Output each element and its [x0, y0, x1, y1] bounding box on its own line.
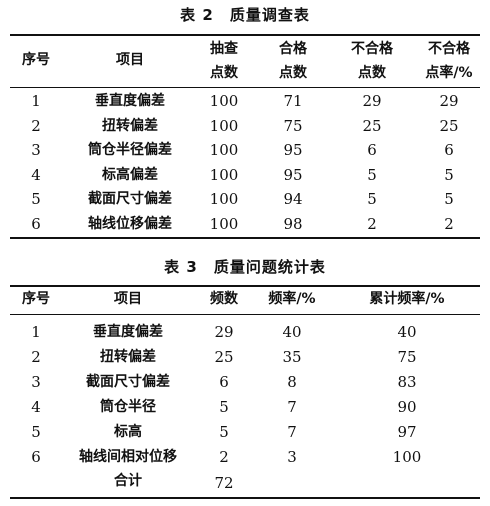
table2-header-cell: 不合格	[428, 41, 470, 57]
table2-value-cell: 5	[367, 165, 377, 184]
table2-value-cell: 25	[362, 116, 382, 135]
table3-value-cell: 5	[31, 423, 41, 441]
table2-value-cell: 2	[444, 214, 454, 233]
table3-value-cell: 25	[214, 348, 234, 366]
table3-value-cell: 5	[219, 398, 229, 416]
table3-value-cell: 83	[397, 373, 417, 391]
table2-value-cell: 100	[209, 190, 239, 208]
table3-value-cell: 3	[31, 373, 41, 391]
table2-header-cell: 项目	[116, 52, 144, 68]
table2-value-cell: 2	[31, 116, 41, 135]
table2-value-cell: 29	[362, 92, 382, 110]
table2-item-cell: 标高偏差	[102, 166, 158, 183]
table3-header-cell: 频数	[210, 291, 238, 307]
table3-header-rule	[10, 314, 480, 315]
table3-value-cell: 6	[219, 373, 229, 391]
table3-item-cell: 扭转偏差	[100, 349, 156, 365]
table2-value-cell: 29	[439, 92, 459, 110]
table3-top-rule	[10, 285, 480, 287]
table2-header-cell: 序号	[22, 52, 50, 68]
table2-value-cell: 3	[31, 141, 41, 159]
table2-value-cell: 2	[367, 214, 377, 233]
table2-value-cell: 95	[283, 165, 303, 184]
table2-value-cell: 1	[31, 92, 41, 110]
table2-header-rule	[10, 87, 480, 88]
table3-value-cell: 6	[31, 448, 41, 466]
table2-value-cell: 5	[444, 190, 454, 208]
table3-caption: 表 3 质量问题统计表	[164, 258, 326, 276]
table2-header-cell: 点数	[358, 65, 386, 81]
table2-value-cell: 5	[367, 190, 377, 208]
table2-value-cell: 6	[444, 141, 454, 159]
table3-value-cell: 8	[287, 373, 297, 391]
table3-item-cell: 筒仓半径	[100, 399, 156, 415]
table3-value-cell: 100	[392, 448, 422, 466]
table3-header-cell: 序号	[22, 291, 50, 307]
table3-item-cell: 垂直度偏差	[93, 324, 163, 340]
table2-header-cell: 点率/%	[425, 65, 473, 81]
table2-value-cell: 5	[31, 190, 41, 208]
table3-header-cell: 累计频率/%	[369, 291, 445, 307]
table2-item-cell: 垂直度偏差	[95, 93, 165, 109]
table3-value-cell: 97	[397, 423, 417, 441]
table2-value-cell: 25	[439, 116, 459, 135]
table3-total-label: 合计	[114, 473, 142, 489]
table2-value-cell: 100	[209, 141, 239, 159]
table2-value-cell: 95	[283, 141, 303, 159]
table3-value-cell: 7	[287, 423, 297, 441]
table3-value-cell: 75	[397, 348, 417, 366]
table2-header-cell: 点数	[210, 65, 238, 81]
table3-value-cell: 29	[214, 323, 234, 341]
table3-value-cell: 40	[282, 323, 302, 341]
table2-item-cell: 扭转偏差	[102, 117, 158, 134]
table3-value-cell: 5	[219, 423, 229, 441]
table2-value-cell: 100	[209, 165, 239, 184]
table3-value-cell: 90	[397, 398, 417, 416]
table3-value-cell: 7	[287, 398, 297, 416]
table2-value-cell: 6	[31, 214, 41, 233]
table2-header-cell: 合格	[279, 41, 307, 57]
table3-value-cell: 35	[282, 348, 302, 366]
table2-value-cell: 100	[209, 214, 239, 233]
table2-caption: 表 2 质量调查表	[180, 6, 310, 24]
table3-item-cell: 截面尺寸偏差	[86, 374, 170, 390]
table3-item-cell: 轴线间相对位移	[79, 449, 177, 465]
table3-header-cell: 项目	[114, 291, 142, 307]
table3-value-cell: 3	[287, 448, 297, 466]
table3-value-cell: 2	[219, 448, 229, 466]
table2-value-cell: 6	[367, 141, 377, 159]
table2-item-cell: 筒仓半径偏差	[88, 142, 172, 158]
table2-value-cell: 94	[283, 190, 303, 208]
table3-header-cell: 频率/%	[268, 291, 316, 307]
table2-value-cell: 100	[209, 116, 239, 135]
table2-header-cell: 抽查	[210, 41, 238, 57]
table3-item-cell: 标高	[114, 424, 142, 440]
table2-value-cell: 75	[283, 116, 303, 135]
table2-value-cell: 98	[283, 214, 303, 233]
table3-value-cell: 40	[397, 323, 417, 341]
table3-value-cell: 4	[31, 398, 41, 416]
table2-top-rule	[10, 34, 480, 36]
table2-bottom-rule	[10, 237, 480, 239]
table3-total-value: 72	[214, 474, 234, 492]
table2-item-cell: 截面尺寸偏差	[88, 191, 172, 207]
table2-header-cell: 不合格	[351, 41, 393, 57]
table2-value-cell: 71	[283, 92, 303, 110]
table3-value-cell: 2	[31, 348, 41, 366]
table2-value-cell: 5	[444, 165, 454, 184]
table2-item-cell: 轴线位移偏差	[88, 215, 172, 232]
table3-bottom-rule	[10, 497, 480, 499]
table2-value-cell: 100	[209, 92, 239, 110]
table2-value-cell: 4	[31, 165, 41, 184]
table2-header-cell: 点数	[279, 65, 307, 81]
table3-value-cell: 1	[31, 323, 41, 341]
